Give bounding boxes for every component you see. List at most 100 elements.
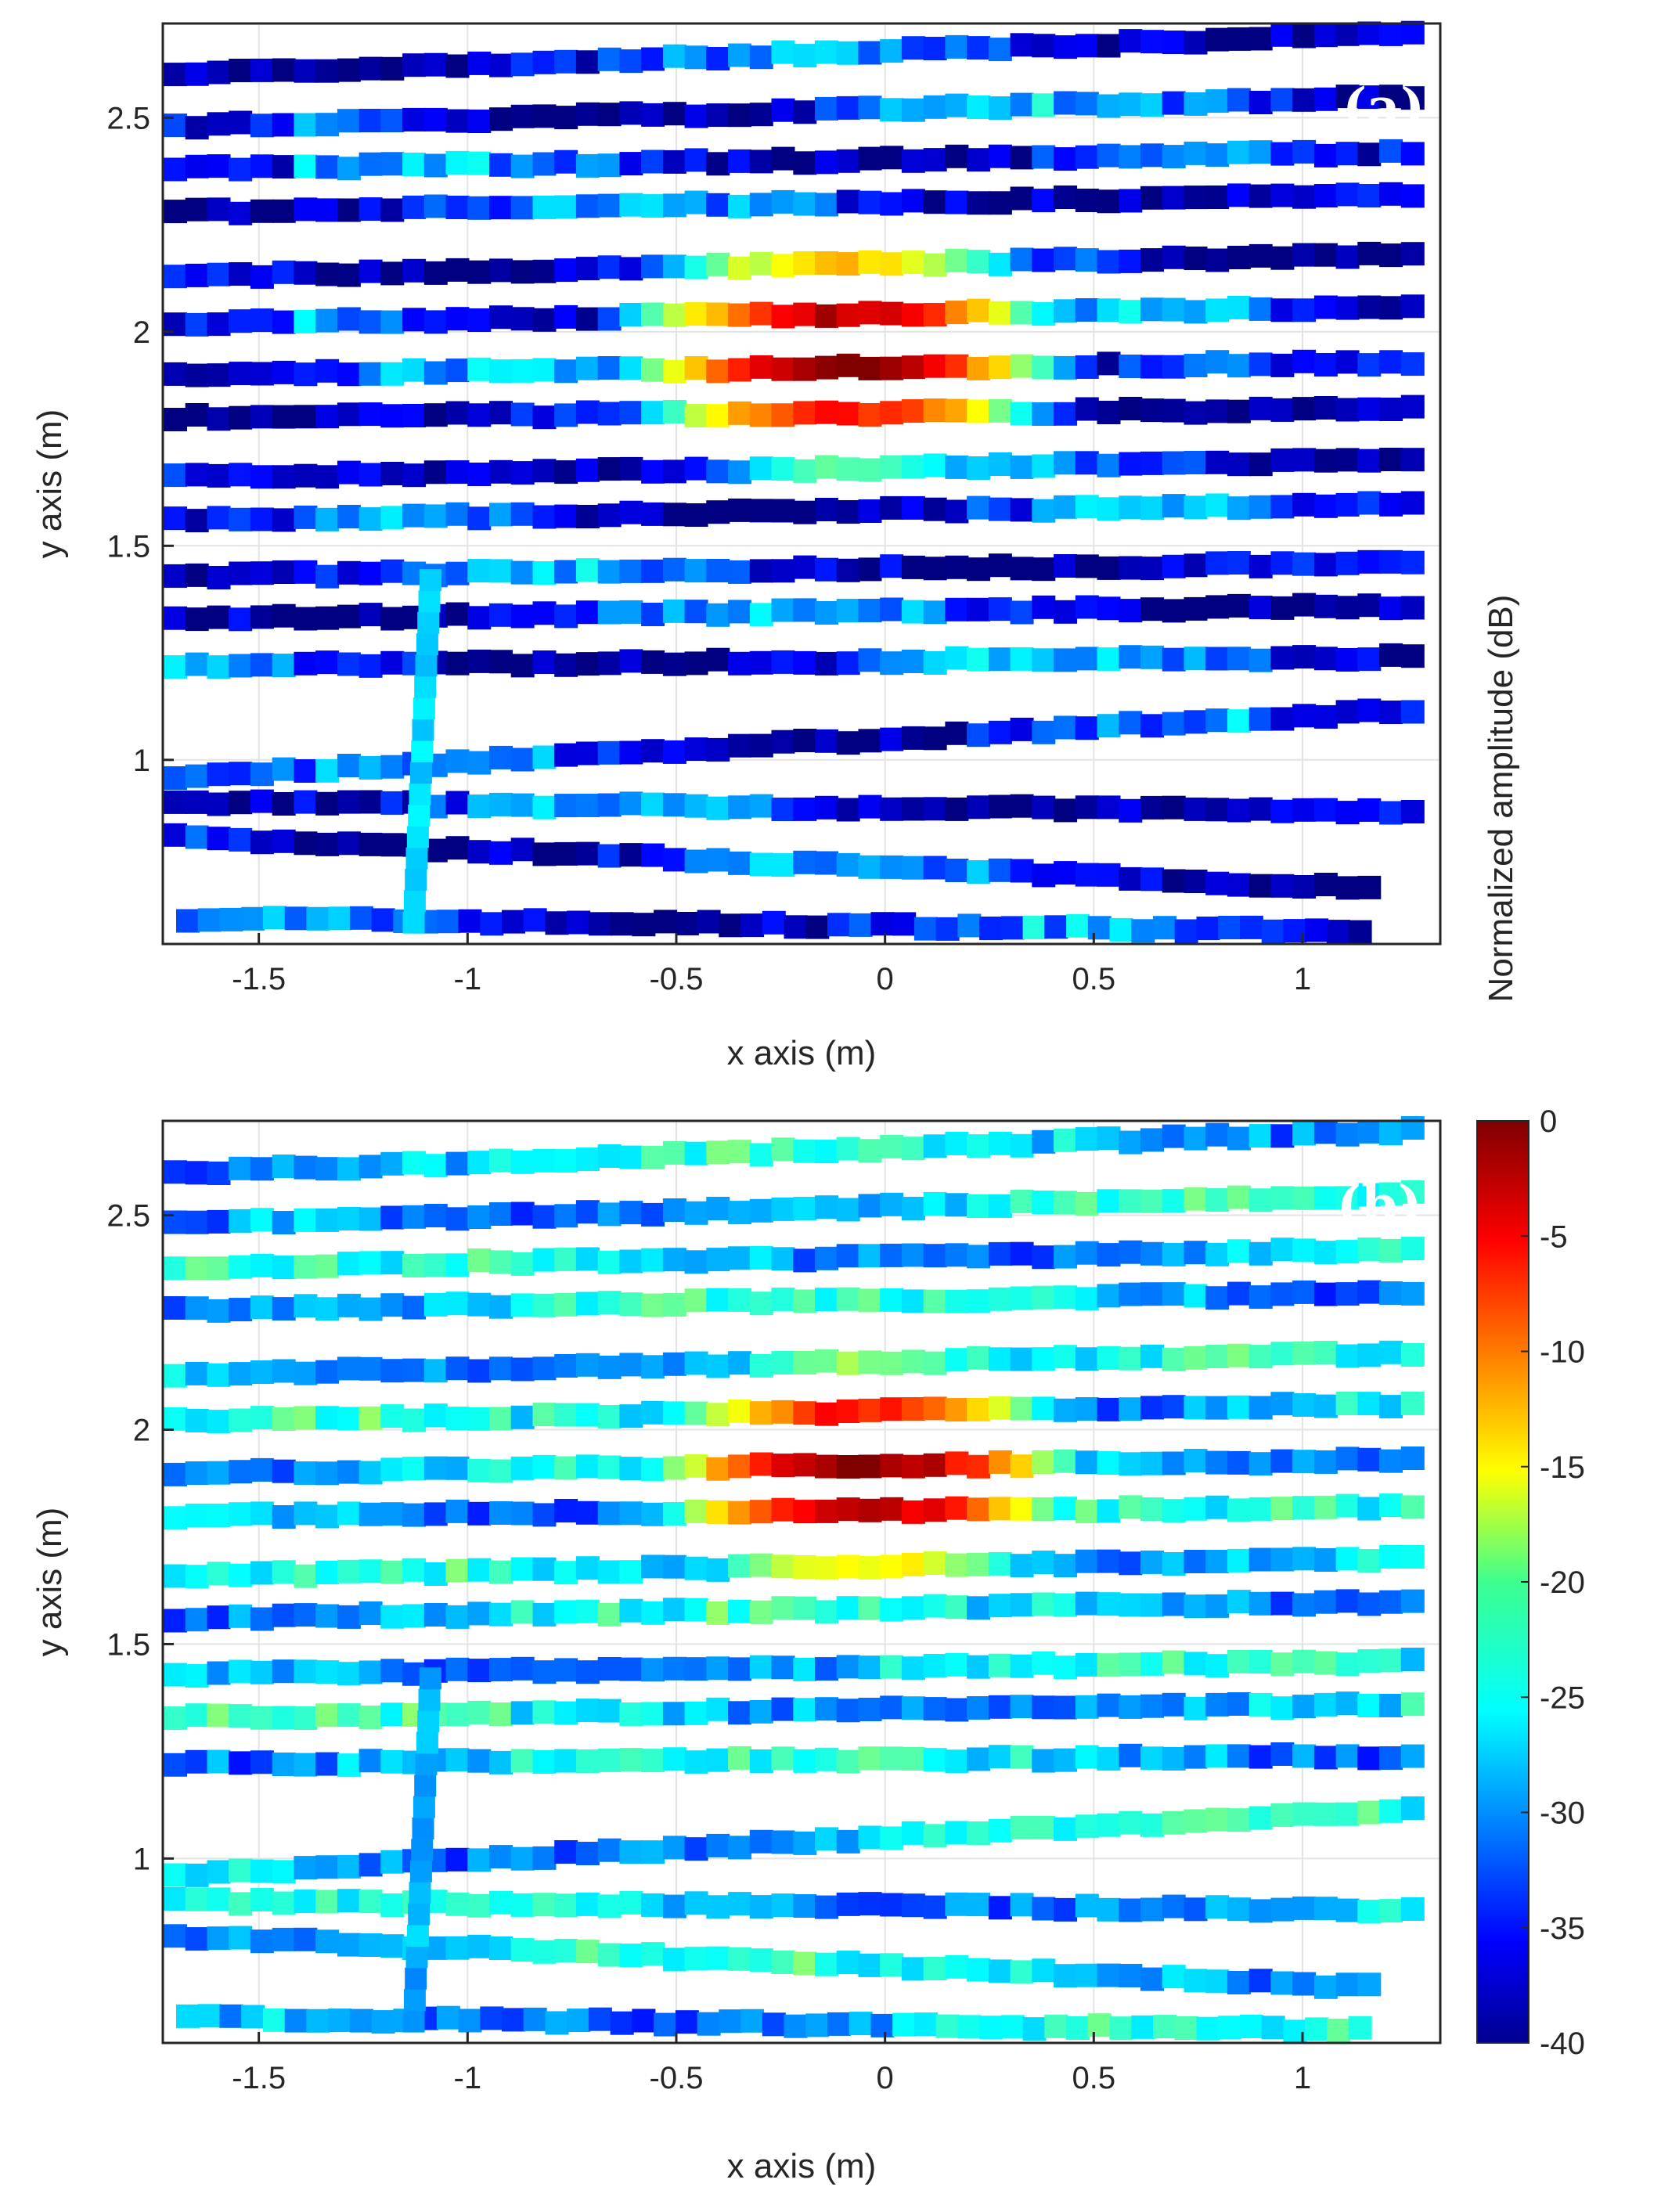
scatter-point (445, 358, 470, 383)
scatter-point (1292, 349, 1317, 373)
scatter-point (1292, 88, 1317, 112)
scatter-point (1292, 397, 1317, 421)
scatter-point (575, 1353, 600, 1377)
scatter-point (1292, 704, 1317, 728)
scatter-point (988, 1194, 1012, 1218)
scatter-point (1335, 398, 1360, 422)
scatter-point (1248, 1452, 1273, 1476)
scatter-point (1184, 797, 1208, 821)
scatter-point (1032, 1958, 1056, 1983)
scatter-point (870, 2013, 895, 2037)
scatter-point (1097, 1592, 1121, 1616)
scatter-point (185, 463, 209, 487)
scatter-point (502, 910, 525, 934)
scatter-point (1227, 1971, 1251, 1994)
scatter-point (836, 457, 860, 481)
scatter-point (706, 603, 730, 627)
scatter-point (510, 1201, 535, 1226)
scatter-point (988, 720, 1012, 744)
scatter-point (1227, 1808, 1251, 1832)
scatter-point (597, 1355, 622, 1379)
scatter-point (1335, 596, 1360, 620)
scatter-point (423, 1456, 448, 1480)
scatter-point (945, 797, 969, 821)
scatter-point (836, 798, 860, 822)
scatter-point (728, 1500, 752, 1525)
scatter-point (1119, 1189, 1143, 1213)
scatter-point (1054, 1554, 1078, 1578)
scatter-point (662, 1456, 686, 1480)
scatter-point (229, 1298, 253, 1322)
scatter-point (771, 146, 795, 171)
scatter-point (728, 1246, 752, 1270)
scatter-point (1010, 1960, 1034, 1984)
scatter-point (294, 1155, 318, 1180)
scatter-point (901, 650, 925, 673)
y-tick-label: 1 (133, 1842, 150, 1876)
y-tick-label: 1 (133, 744, 150, 778)
scatter-point (337, 362, 361, 387)
scatter-point (1270, 1742, 1295, 1766)
scatter-point (675, 912, 699, 935)
scatter-point (164, 157, 187, 182)
scatter-point (315, 1890, 340, 1914)
scatter-point (1357, 1746, 1382, 1771)
scatter-point (1075, 92, 1099, 116)
scatter-point (662, 599, 686, 623)
scatter-point (749, 1655, 773, 1679)
scatter-point (1184, 1346, 1208, 1370)
scatter-point (641, 1840, 665, 1864)
scatter-point (706, 103, 730, 128)
scatter-point (662, 557, 686, 582)
scatter-point (1227, 183, 1251, 207)
scatter-point (793, 1197, 817, 1220)
scatter-point (1097, 1963, 1121, 1987)
scatter-point (315, 564, 340, 589)
scatter-point (418, 590, 441, 613)
scatter-point (1097, 1397, 1121, 1421)
scatter-point (1227, 1498, 1251, 1522)
scatter-point (532, 1893, 557, 1917)
scatter-point (1357, 142, 1382, 167)
scatter-point (241, 906, 265, 931)
scatter-point (1270, 1497, 1295, 1521)
scatter-point (229, 405, 253, 430)
scatter-point (164, 408, 187, 431)
scatter-point (1335, 801, 1360, 825)
scatter-point (510, 748, 535, 772)
scatter-point (294, 463, 318, 488)
scatter-point (250, 762, 274, 787)
scatter-point (706, 1403, 730, 1427)
scatter-point (728, 1701, 752, 1725)
scatter-point (272, 58, 296, 82)
scatter-point (1205, 1594, 1230, 1618)
scatter-point (229, 1502, 253, 1526)
scatter-point (662, 359, 686, 384)
x-tick-label: 0 (877, 2061, 894, 2095)
scatter-point (412, 1818, 434, 1839)
scatter-point (1162, 297, 1186, 322)
scatter-point (923, 1551, 947, 1575)
scatter-point (771, 1454, 795, 1478)
x-tick-label: 0.5 (1072, 2061, 1116, 2095)
scatter-point (445, 1499, 470, 1523)
scatter-point (359, 152, 383, 176)
scatter-point (1010, 1815, 1034, 1839)
scatter-point (164, 1753, 187, 1777)
scatter-point (815, 150, 838, 175)
scatter-point (164, 1887, 187, 1911)
scatter-point (1313, 1394, 1338, 1418)
scatter-point (1400, 596, 1425, 620)
scatter-point (554, 1456, 578, 1480)
scatter-point (1357, 353, 1382, 377)
scatter-point (337, 198, 361, 222)
scatter-point (294, 1564, 318, 1588)
scatter-point (967, 1893, 991, 1917)
scatter-point (1075, 397, 1099, 421)
scatter-point (815, 1195, 838, 1219)
scatter-point (554, 1247, 578, 1271)
scatter-point (1205, 647, 1230, 671)
scatter-point (749, 1600, 773, 1624)
scatter-point (575, 1556, 600, 1580)
scatter-point (1292, 1744, 1317, 1768)
